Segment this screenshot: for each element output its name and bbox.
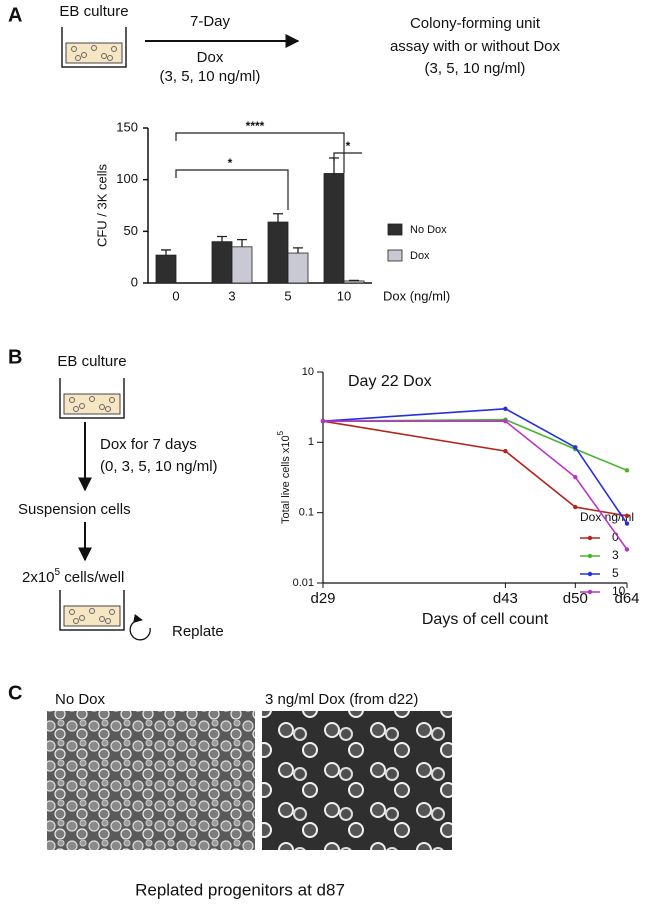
step-text: Dox for 7 days	[100, 436, 197, 453]
data-point	[624, 513, 630, 519]
series-line	[322, 420, 628, 517]
bar	[211, 241, 233, 284]
step-text: (0, 3, 5, 10 ng/ml)	[100, 458, 218, 475]
legend-label: 0	[612, 530, 619, 544]
superscript: 5	[55, 567, 61, 578]
error-bar	[293, 247, 303, 254]
panel-label: B	[8, 346, 22, 368]
y-tick-label: 10	[302, 366, 314, 378]
panel-label: A	[8, 4, 22, 26]
data-point	[503, 448, 508, 454]
step-text: Suspension cells	[18, 501, 131, 518]
data-point	[503, 418, 508, 424]
step-text: 2x10	[22, 569, 55, 586]
chart-title: Day 22 Dox	[348, 373, 432, 390]
step-text: EB culture	[59, 3, 128, 20]
y-axis-label: Total live cells x10	[280, 435, 292, 524]
bar	[231, 246, 253, 284]
x-tick-label: d29	[310, 590, 335, 607]
step-text: (3, 5, 10 ng/ml)	[425, 60, 526, 77]
x-tick-label: d50	[563, 590, 588, 607]
legend-swatch	[387, 223, 403, 236]
y-axis-label: Total live cells x105	[276, 430, 292, 524]
data-point	[503, 406, 508, 411]
y-tick-label: 100	[116, 171, 138, 186]
legend-marker	[587, 535, 593, 541]
step-text: Replate	[172, 623, 224, 640]
x-tick-label: 3	[228, 288, 235, 303]
image-title: 3 ng/ml Dox (from d22)	[265, 691, 418, 708]
legend-label: 3	[612, 548, 619, 562]
legend-label: No Dox	[410, 224, 447, 236]
error-bar	[349, 279, 359, 282]
bar	[323, 173, 345, 284]
bar	[155, 254, 177, 284]
x-tick-label: 5	[284, 288, 291, 303]
error-bar	[237, 238, 247, 247]
caption: Replated progenitors at d87	[135, 880, 345, 899]
y-tick-label: 1	[308, 436, 314, 448]
data-point	[573, 504, 578, 510]
arrow-text: Dox	[197, 49, 224, 66]
significance-bracket	[175, 132, 345, 173]
dish-icon	[61, 26, 127, 68]
x-tick-label: d64	[614, 590, 639, 607]
dish-icon	[59, 377, 125, 419]
y-tick-label: 0.1	[299, 507, 314, 519]
superscript: 5	[276, 430, 285, 435]
y-tick-label: 0.01	[293, 577, 314, 589]
error-bar	[217, 235, 227, 242]
legend-marker	[587, 589, 593, 595]
x-tick-label: 10	[337, 288, 351, 303]
significance-bracket	[333, 152, 362, 161]
data-point	[624, 547, 630, 552]
step-text: Colony-forming unit	[410, 15, 541, 32]
replate-arrow	[129, 614, 151, 641]
step-text: assay with or without Dox	[390, 38, 561, 55]
legend-label: 5	[612, 566, 619, 580]
significance-label: ****	[246, 119, 265, 133]
micrograph	[262, 711, 452, 850]
x-tick-label: 0	[172, 288, 179, 303]
arrow-text: 7-Day	[190, 13, 231, 30]
bar	[267, 221, 289, 284]
micrograph	[47, 711, 255, 850]
data-point	[573, 445, 578, 450]
legend-swatch	[387, 249, 403, 262]
data-point	[573, 474, 578, 480]
bar	[343, 280, 365, 284]
legend-label: 10	[612, 584, 626, 598]
bar	[287, 252, 309, 284]
series-line	[322, 407, 628, 525]
y-tick-label: 50	[124, 223, 138, 238]
data-point	[624, 468, 630, 473]
error-bar	[273, 213, 283, 223]
arrow-text: (3, 5, 10 ng/ml)	[160, 68, 261, 85]
y-axis-label: CFU / 3K cells	[94, 163, 109, 247]
legend-marker	[587, 571, 593, 577]
step-text: 2x105 cells/well	[22, 567, 124, 586]
y-tick-label: 150	[116, 119, 138, 134]
panel-label: C	[8, 682, 22, 704]
series-line	[322, 418, 628, 472]
step-text: EB culture	[57, 353, 126, 370]
x-tick-label: d43	[493, 590, 518, 607]
x-axis-label: Dox (ng/ml)	[383, 288, 450, 303]
legend-label: Dox	[410, 250, 430, 262]
error-bar	[161, 249, 171, 256]
significance-label: *	[228, 156, 233, 170]
dish-icon	[59, 589, 125, 631]
y-tick-label: 0	[131, 274, 138, 289]
x-axis-label: Days of cell count	[422, 611, 549, 628]
step-text: cells/well	[60, 569, 124, 586]
image-title: No Dox	[55, 691, 106, 708]
data-point	[320, 418, 326, 424]
legend-marker	[587, 553, 593, 559]
data-point	[624, 521, 630, 526]
significance-label: *	[346, 139, 351, 153]
series-line	[323, 420, 628, 550]
significance-bracket	[175, 169, 289, 210]
